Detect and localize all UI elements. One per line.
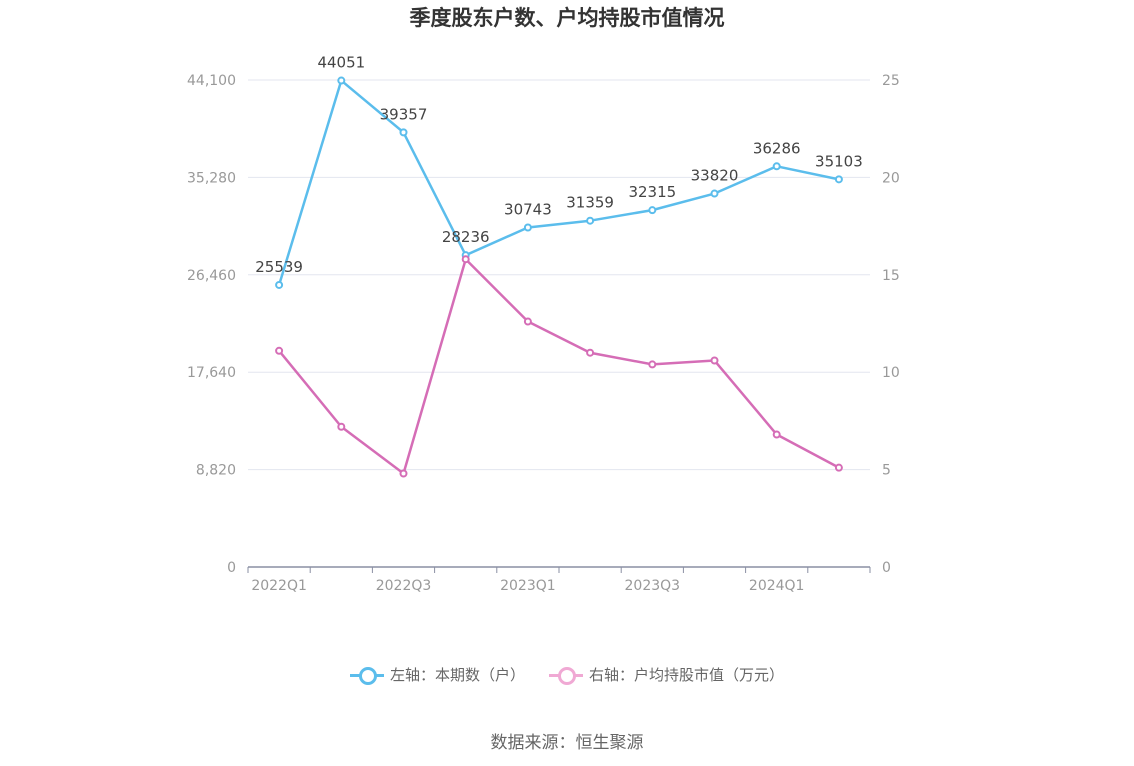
right-axis-tick-label: 0	[882, 560, 891, 576]
left-axis-tick-label: 44,100	[187, 73, 236, 89]
data-point	[337, 76, 346, 85]
data-label: 32315	[628, 183, 676, 201]
left-axis-tick-label: 17,640	[187, 365, 236, 381]
data-label: 30743	[504, 201, 552, 219]
data-label: 44051	[317, 54, 365, 72]
data-label: 28236	[442, 228, 490, 246]
grid-lines	[248, 79, 870, 471]
data-point	[523, 223, 532, 232]
legend-label: 左轴：本期数（户）	[389, 666, 525, 684]
data-point	[586, 348, 595, 357]
left-axis-tick-label: 8,820	[196, 463, 236, 479]
series-line-1	[278, 257, 840, 475]
data-point	[586, 216, 595, 225]
right-axis-tick-label: 15	[882, 268, 900, 284]
x-axis-tick-label: 2023Q3	[625, 578, 681, 594]
x-axis-tick-label: 2022Q1	[251, 578, 307, 594]
right-axis-tick-label: 20	[882, 170, 900, 186]
data-point	[275, 346, 284, 355]
legend-line-marker-icon	[549, 665, 583, 685]
data-point	[275, 280, 284, 289]
right-axis-tick-label: 5	[882, 463, 891, 479]
data-point	[772, 162, 781, 171]
left-axis-tick-label: 0	[227, 560, 236, 576]
x-axis-tick-label: 2023Q1	[500, 578, 556, 594]
legend-item-left-series[interactable]: 左轴：本期数（户）	[349, 664, 525, 685]
legend-label: 右轴：户均持股市值（万元）	[589, 666, 785, 684]
data-label: 33820	[691, 167, 739, 185]
data-label: 39357	[380, 105, 428, 123]
data-point	[710, 189, 719, 198]
data-label: 36286	[753, 139, 801, 157]
x-axis-tick-label: 2024Q1	[749, 578, 805, 594]
right-axis-tick-label: 10	[882, 365, 900, 381]
data-label: 35103	[815, 152, 863, 170]
legend-line-marker-icon	[349, 665, 384, 685]
data-label: 25539	[255, 258, 303, 276]
chart-title: 季度股东户数、户均持股市值情况	[409, 6, 725, 30]
right-axis-tick-label: 25	[882, 73, 900, 89]
data-point	[461, 255, 470, 264]
chart-area: 0 8,820 17,640 26,460 35,280 44,100 0 5 10 15 20 25…	[187, 54, 900, 594]
series-line-0	[277, 79, 840, 286]
axes: 0 8,820 17,640 26,460 35,280 44,100 0 5 10 15 20 25…	[187, 73, 900, 594]
data-source: 数据来源：恒生聚源	[490, 733, 644, 753]
data-labels: 25539 44051 39357 28236 30743 31359 32315 33820…	[255, 54, 863, 276]
data-point	[648, 360, 657, 369]
data-point	[710, 356, 719, 365]
data-point	[648, 206, 657, 215]
data-point	[834, 463, 843, 472]
legend: 左轴：本期数（户） 右轴：户均持股市值（万元）	[0, 664, 1134, 685]
left-axis-tick-label: 26,460	[187, 268, 236, 284]
data-point	[834, 175, 843, 184]
left-axis-tick-label: 35,280	[187, 170, 236, 186]
data-point	[337, 422, 346, 431]
data-point	[399, 128, 408, 137]
series-layer	[275, 76, 843, 478]
data-point	[772, 430, 781, 439]
data-point	[523, 317, 532, 326]
legend-item-right-series[interactable]: 右轴：户均持股市值（万元）	[549, 664, 784, 685]
data-point	[399, 469, 408, 478]
x-axis-tick-label: 2022Q3	[376, 578, 432, 594]
data-label: 31359	[566, 194, 614, 212]
